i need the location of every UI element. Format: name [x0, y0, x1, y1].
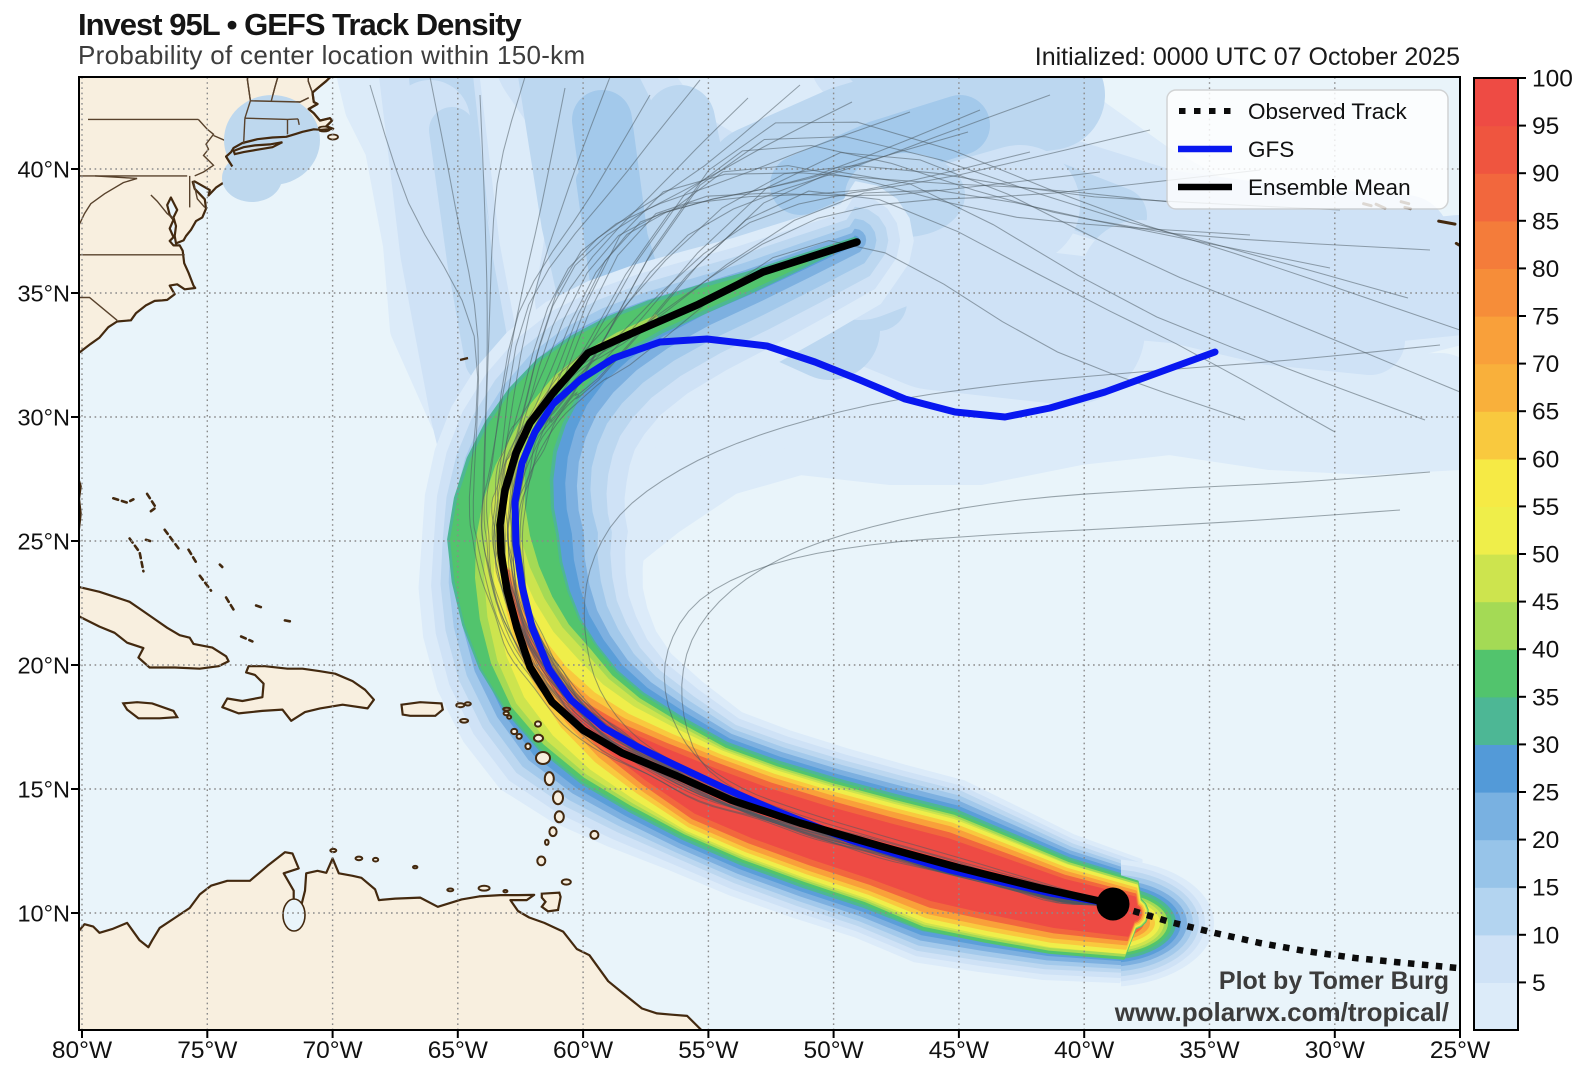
svg-text:65°W: 65°W [428, 1037, 489, 1064]
svg-text:35°W: 35°W [1179, 1037, 1240, 1064]
svg-text:20: 20 [1532, 827, 1559, 854]
svg-text:Initialized: 0000 UTC 07 Octob: Initialized: 0000 UTC 07 October 2025 [1035, 43, 1460, 71]
svg-text:15: 15 [1532, 875, 1559, 902]
svg-text:www.polarwx.com/tropical/: www.polarwx.com/tropical/ [1114, 997, 1449, 1027]
svg-text:40°W: 40°W [1054, 1037, 1115, 1064]
svg-text:60: 60 [1532, 446, 1559, 473]
svg-text:25°N: 25°N [17, 529, 70, 555]
svg-text:55: 55 [1532, 494, 1559, 521]
svg-text:40°N: 40°N [17, 157, 70, 183]
svg-text:5: 5 [1532, 970, 1546, 997]
svg-text:50: 50 [1532, 542, 1559, 569]
svg-text:GFS: GFS [1248, 137, 1294, 162]
svg-text:100: 100 [1532, 66, 1573, 93]
svg-text:45: 45 [1532, 589, 1559, 616]
svg-text:75: 75 [1532, 304, 1559, 331]
svg-text:70°W: 70°W [303, 1037, 364, 1064]
svg-text:55°W: 55°W [678, 1037, 739, 1064]
svg-text:45°W: 45°W [929, 1037, 990, 1064]
svg-text:Ensemble Mean: Ensemble Mean [1248, 175, 1411, 200]
svg-text:90: 90 [1532, 161, 1559, 188]
svg-text:15°N: 15°N [17, 777, 70, 803]
svg-text:35: 35 [1532, 684, 1559, 711]
svg-text:10°N: 10°N [17, 901, 70, 927]
svg-text:70: 70 [1532, 351, 1559, 378]
svg-text:50°W: 50°W [804, 1037, 865, 1064]
svg-text:Invest 95L • GEFS Track Densit: Invest 95L • GEFS Track Density [78, 7, 523, 42]
svg-text:75°W: 75°W [177, 1037, 238, 1064]
svg-text:25°W: 25°W [1430, 1037, 1491, 1064]
svg-text:30°N: 30°N [17, 405, 70, 431]
svg-text:35°N: 35°N [17, 281, 70, 307]
svg-text:Observed Track: Observed Track [1248, 99, 1408, 124]
svg-text:80: 80 [1532, 256, 1559, 283]
svg-text:Plot by Tomer Burg: Plot by Tomer Burg [1219, 967, 1449, 995]
svg-text:85: 85 [1532, 208, 1559, 235]
svg-text:Probability of center location: Probability of center location within 15… [78, 40, 585, 70]
svg-text:40: 40 [1532, 637, 1559, 664]
svg-text:80°W: 80°W [52, 1037, 113, 1064]
svg-text:10: 10 [1532, 922, 1559, 949]
svg-text:95: 95 [1532, 113, 1559, 140]
svg-text:20°N: 20°N [17, 653, 70, 679]
svg-text:30: 30 [1532, 732, 1559, 759]
svg-text:25: 25 [1532, 780, 1559, 807]
svg-text:65: 65 [1532, 399, 1559, 426]
svg-text:30°W: 30°W [1305, 1037, 1366, 1064]
svg-text:60°W: 60°W [553, 1037, 614, 1064]
